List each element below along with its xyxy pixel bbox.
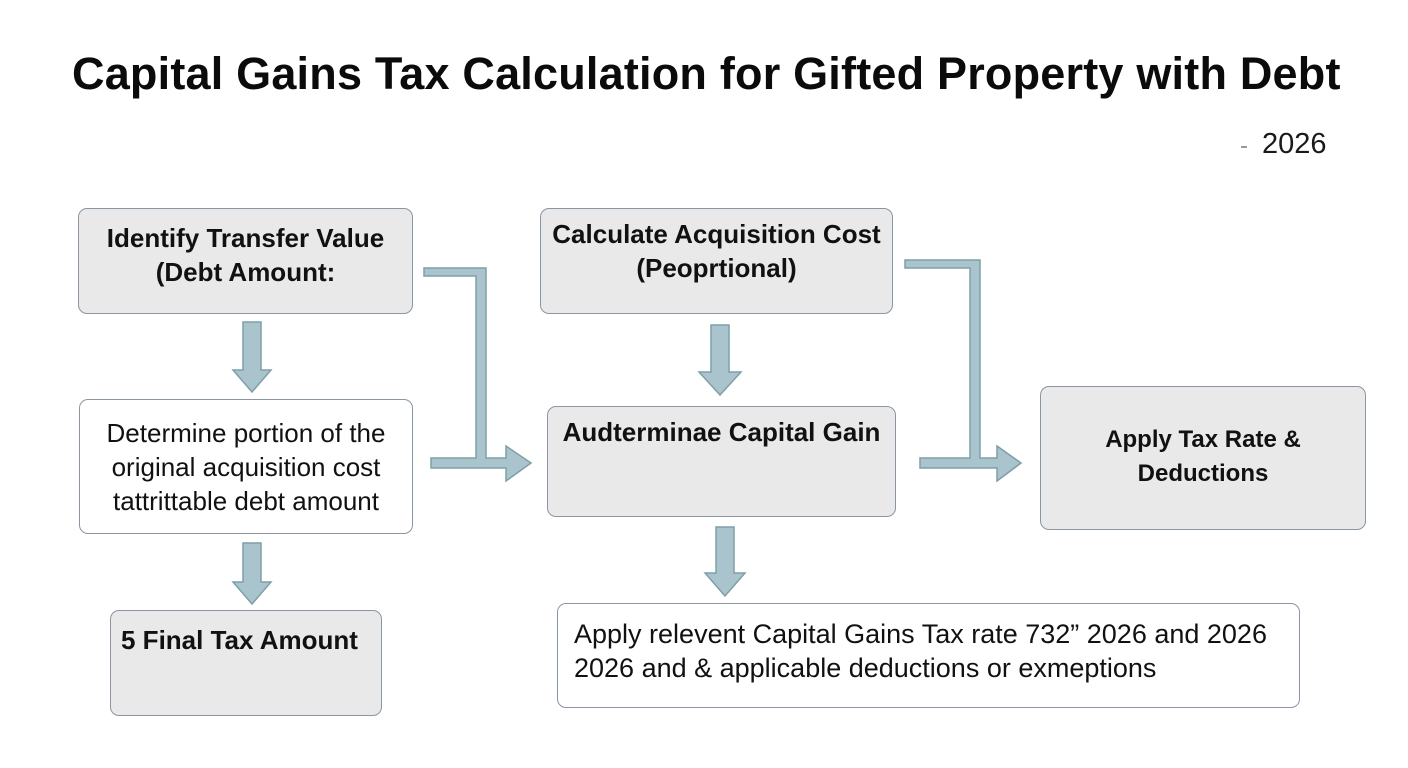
apply-tax-rate-box: Apply Tax Rate & Deductions bbox=[1040, 386, 1366, 530]
apply-tax-rate-label: Apply Tax Rate & Deductions bbox=[1105, 426, 1301, 487]
arrow-acquisition-to-gain bbox=[697, 324, 743, 397]
arrow-gain-to-relevant bbox=[703, 526, 747, 598]
determine-portion-box: Determine portion of the original acquis… bbox=[79, 399, 413, 534]
determine-portion-label: Determine portion of the original acquis… bbox=[106, 417, 386, 516]
final-tax-amount-label: 5 Final Tax Amount bbox=[121, 625, 358, 655]
year-dash bbox=[1241, 146, 1247, 148]
apply-relevant-tax-label: Apply relevent Capital Gains Tax rate 73… bbox=[574, 619, 1267, 683]
calculate-acquisition-cost-label: Calculate Acquisition Cost (Peoprtional) bbox=[552, 219, 881, 283]
page-title: Capital Gains Tax Calculation for Gifted… bbox=[72, 48, 1341, 99]
calculate-acquisition-cost-box: Calculate Acquisition Cost (Peoprtional) bbox=[540, 208, 893, 314]
identify-transfer-value-box: Identify Transfer Value (Debt Amount: bbox=[78, 208, 413, 314]
final-tax-amount-box: 5 Final Tax Amount bbox=[110, 610, 382, 716]
arrow-acquisition-to-apply-tax bbox=[904, 259, 1023, 483]
capital-gain-box: Audterminae Capital Gain bbox=[547, 406, 896, 517]
arrow-determine-to-final bbox=[231, 542, 273, 606]
arrow-identify-to-determine bbox=[231, 321, 273, 394]
year-label: 2026 bbox=[1262, 128, 1327, 160]
capital-gain-label: Audterminae Capital Gain bbox=[562, 417, 881, 447]
identify-transfer-value-label: Identify Transfer Value (Debt Amount: bbox=[106, 223, 385, 287]
arrow-identify-to-gain bbox=[423, 267, 533, 483]
apply-relevant-tax-box: Apply relevent Capital Gains Tax rate 73… bbox=[557, 603, 1300, 708]
